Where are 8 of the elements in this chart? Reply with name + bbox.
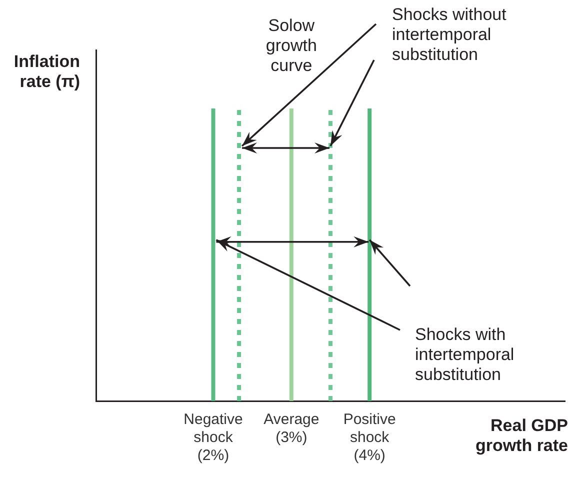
- x-tick-label: Average (3%): [264, 411, 320, 446]
- x-tick-label: Positive shock (4%): [343, 411, 396, 464]
- annotation: Shocks with intertemporal substitution: [415, 325, 516, 385]
- y-axis-title: Inflation rate (π): [12, 52, 80, 92]
- text: Solow growth curve: [264, 16, 318, 76]
- x-tick-label: Negative shock (2%): [184, 411, 243, 464]
- text: Shocks without intertemporal substitution: [392, 5, 508, 65]
- x-axis-title: Real GDP growth rate: [474, 416, 568, 456]
